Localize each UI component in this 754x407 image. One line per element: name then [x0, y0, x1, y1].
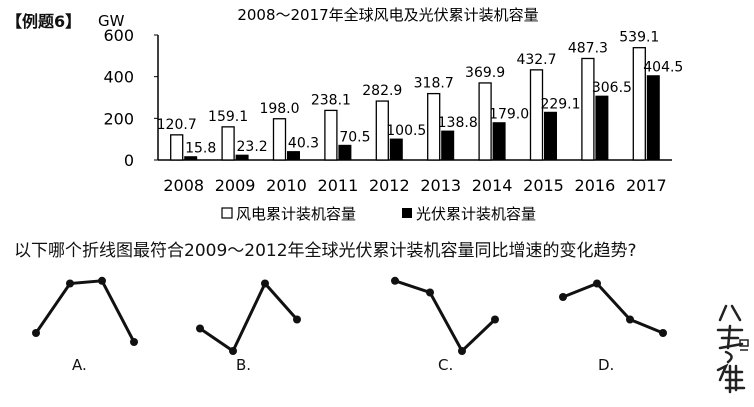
solar-bar: [184, 156, 198, 161]
x-tick-label: 2011: [318, 176, 359, 195]
solar-data-label: 23.2: [237, 139, 268, 155]
x-tick-label: 2010: [266, 176, 307, 195]
option-b-point: [229, 347, 237, 355]
solar-bar: [235, 154, 249, 161]
option-d-point: [659, 329, 667, 337]
option-a-point: [130, 338, 138, 346]
y-tick-label: 600: [103, 26, 134, 45]
option-d-point: [559, 293, 567, 301]
option-d-point: [626, 315, 634, 324]
x-tick-label: 2014: [472, 176, 513, 195]
wind-bar: [581, 57, 595, 161]
question-text: 以下哪个折线图最符合2009～2012年全球光伏累计装机容量同比增速的变化趋势?: [14, 241, 637, 261]
solar-data-label: 404.5: [643, 60, 683, 76]
wind-data-label: 369.9: [465, 65, 505, 81]
wind-bar: [272, 118, 287, 161]
solar-bar: [492, 122, 506, 161]
option-a-line: [34, 279, 136, 343]
x-tick-label: 2012: [369, 176, 410, 195]
solar-data-label: 15.8: [185, 141, 216, 157]
option-b-line: [199, 280, 299, 354]
solar-data-label: 138.8: [438, 115, 478, 131]
solar-bar: [338, 144, 352, 161]
solar-data-label: 229.1: [540, 96, 580, 112]
calligraphy-logo: [716, 304, 749, 394]
y-tick-label: 400: [103, 68, 134, 87]
wind-bar: [529, 69, 544, 161]
wind-data-label: 539.1: [619, 30, 659, 46]
option-a-point: [66, 279, 74, 288]
solar-bar: [389, 138, 403, 161]
solar-bar: [595, 95, 609, 161]
solar-bar: [441, 130, 455, 161]
y-axis-unit: GW: [98, 12, 125, 30]
legend-solar-swatch: [402, 208, 412, 218]
wind-bar: [375, 100, 389, 161]
solar-bar: [287, 151, 300, 161]
x-tick-label: 2013: [420, 176, 461, 195]
solar-data-label: 179.0: [489, 107, 529, 123]
wind-data-label: 238.1: [311, 92, 351, 108]
chart-title: 2008～2017年全球风电及光伏累计装机容量: [237, 6, 538, 24]
option-c-label[interactable]: C.: [438, 356, 454, 374]
y-tick-label: 0: [124, 151, 134, 170]
option-a-point: [32, 329, 40, 337]
solar-bar: [646, 75, 660, 161]
option-c-line: [394, 279, 497, 354]
option-c-point: [391, 276, 399, 285]
option-c-point: [458, 347, 466, 355]
x-tick-label: 2016: [575, 176, 616, 195]
wind-bar: [324, 109, 338, 161]
wind-bar: [427, 92, 441, 161]
option-a-point: [98, 276, 106, 285]
x-tick-label: 2009: [215, 176, 256, 195]
wind-bar: [632, 47, 646, 161]
solar-data-label: 100.5: [386, 123, 426, 139]
wind-data-label: 120.7: [157, 117, 197, 133]
wind-data-label: 487.3: [568, 40, 608, 56]
legend-wind-swatch: [221, 207, 233, 219]
option-b-point: [293, 315, 301, 324]
option-b-point: [261, 279, 269, 288]
legend-wind-label: 风电累计装机容量: [236, 205, 356, 223]
option-c-point: [491, 315, 499, 324]
y-tick-label: 200: [103, 109, 134, 128]
wind-bar: [478, 82, 492, 161]
option-b-point: [196, 324, 204, 333]
wind-data-label: 318.7: [414, 76, 454, 92]
solar-data-label: 70.5: [339, 129, 370, 145]
capacity-bar-chart: 2008～2017年全球风电及光伏累计装机容量 GW 0 200 400 600 120.7…: [98, 6, 683, 223]
solar-data-label: 40.3: [288, 136, 319, 152]
wind-bar: [170, 134, 184, 161]
solar-bar: [544, 111, 557, 161]
option-c-point: [426, 288, 434, 297]
wind-data-label: 198.0: [259, 101, 299, 117]
x-tick-label: 2015: [523, 176, 564, 195]
option-d-label[interactable]: D.: [598, 356, 615, 374]
x-tick-label: 2017: [626, 176, 667, 195]
wind-data-label: 282.9: [362, 83, 402, 99]
wind-bar: [221, 126, 235, 161]
option-d-point: [593, 279, 601, 288]
example-tag: 【例题6】: [6, 12, 82, 31]
option-a-label[interactable]: A.: [72, 356, 87, 374]
option-b-label[interactable]: B.: [236, 356, 252, 374]
legend-solar-label: 光伏累计装机容量: [416, 205, 536, 223]
solar-data-label: 306.5: [592, 80, 632, 96]
option-d-line: [562, 281, 664, 335]
wind-data-label: 159.1: [208, 109, 248, 125]
wind-data-label: 432.7: [516, 52, 556, 68]
x-tick-label: 2008: [163, 176, 204, 195]
